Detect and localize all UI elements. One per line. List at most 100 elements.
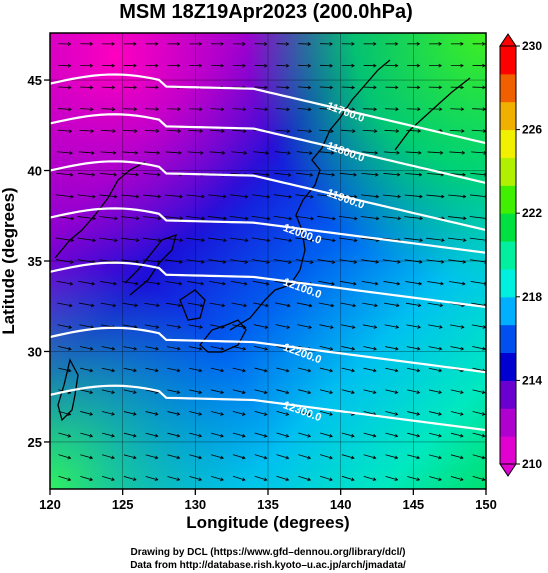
- wind-vector-head: [463, 216, 467, 221]
- wind-vector-head: [461, 281, 466, 286]
- wind-vector: [296, 172, 313, 176]
- wind-vector: [319, 389, 333, 394]
- wind-vector-head: [375, 194, 380, 199]
- wind-vector-head: [133, 41, 137, 46]
- wind-vector: [58, 86, 71, 89]
- wind-vector-head: [201, 194, 205, 199]
- wind-vector-head: [90, 107, 94, 112]
- wind-vector-head: [220, 433, 224, 438]
- wind-vector: [143, 259, 161, 263]
- wind-vector: [407, 454, 420, 459]
- wind-vector: [339, 194, 357, 198]
- wind-vector: [229, 215, 248, 220]
- wind-vector: [230, 280, 247, 285]
- wind-vector: [143, 173, 160, 176]
- wind-vector-head: [264, 63, 268, 68]
- wind-vector-head: [264, 107, 269, 112]
- wind-vector-head: [416, 368, 421, 373]
- colorbar-segment: [500, 213, 516, 242]
- wind-vector: [102, 476, 115, 481]
- colorbar-segment: [500, 241, 516, 270]
- wind-vector-head: [459, 412, 464, 416]
- wind-vector: [472, 476, 485, 481]
- wind-vector: [382, 194, 401, 198]
- wind-vector: [55, 194, 74, 198]
- wind-vector: [189, 454, 202, 459]
- wind-vector-head: [179, 194, 184, 199]
- wind-vector-head: [243, 151, 248, 155]
- wind-vector: [427, 151, 443, 154]
- colorbar-segment: [500, 185, 516, 214]
- wind-vector: [298, 410, 311, 416]
- wind-vector-head: [176, 390, 181, 394]
- wind-vector-head: [263, 368, 268, 373]
- wind-vector-head: [329, 433, 333, 438]
- wind-vector: [362, 151, 378, 154]
- wind-vector-head: [395, 129, 400, 133]
- wind-vector-head: [220, 346, 225, 351]
- wind-vector-head: [351, 85, 356, 90]
- wind-vector-head: [372, 477, 377, 482]
- wind-vector: [427, 302, 443, 307]
- wind-vector-head: [353, 238, 358, 243]
- wind-vector-head: [67, 455, 72, 460]
- wind-vector: [384, 108, 399, 110]
- wind-vector-head: [329, 390, 333, 395]
- colorbar-min-arrow: [499, 463, 517, 477]
- wind-vector-head: [157, 172, 161, 177]
- wind-vector: [187, 281, 204, 285]
- wind-vector-head: [351, 42, 355, 46]
- wind-vector: [298, 86, 311, 89]
- wind-vector: [167, 389, 180, 394]
- wind-vector: [274, 172, 291, 176]
- wind-vector-head: [241, 455, 246, 460]
- wind-vector-head: [439, 150, 444, 155]
- wind-vector: [101, 346, 115, 350]
- colorbar-segment: [500, 408, 516, 437]
- wind-vector-head: [223, 238, 227, 243]
- wind-vector-head: [372, 433, 377, 438]
- y-tick-label-25: 25: [28, 435, 42, 450]
- wind-vector-head: [176, 368, 181, 373]
- wind-vector-head: [199, 303, 204, 308]
- wind-vector: [121, 194, 139, 198]
- wind-vector-head: [438, 63, 443, 68]
- wind-vector-head: [373, 129, 378, 133]
- wind-vector-head: [440, 194, 445, 199]
- wind-vector-head: [156, 150, 161, 155]
- wind-vector: [100, 281, 117, 285]
- wind-vector: [164, 237, 183, 241]
- wind-vector: [166, 129, 181, 132]
- wind-vector-head: [373, 41, 377, 46]
- wind-vector-head: [310, 216, 315, 221]
- wind-vector-head: [198, 390, 203, 395]
- wind-vector-head: [265, 281, 270, 286]
- wind-vector: [80, 389, 93, 394]
- wind-vector-head: [351, 390, 355, 395]
- wind-vector: [254, 410, 267, 416]
- wind-vector-head: [307, 42, 312, 46]
- wind-vector-head: [111, 433, 115, 438]
- wind-vector-head: [198, 346, 203, 351]
- wind-vector: [210, 108, 224, 110]
- wind-vector-head: [375, 260, 380, 264]
- wind-vector: [450, 432, 464, 437]
- wind-vector: [230, 259, 248, 263]
- wind-vector-head: [244, 260, 249, 264]
- wind-vector: [208, 237, 227, 241]
- wind-vector-head: [396, 172, 401, 177]
- wind-vector: [340, 129, 355, 132]
- wind-vector: [253, 151, 269, 154]
- wind-vector-head: [372, 368, 377, 373]
- wind-vector-head: [200, 281, 205, 286]
- wind-vector-head: [329, 42, 333, 46]
- wind-vector: [210, 389, 224, 394]
- wind-vector-head: [350, 433, 355, 438]
- wind-vector: [274, 280, 291, 285]
- wind-vector-head: [438, 455, 442, 460]
- wind-vector: [252, 172, 269, 176]
- wind-vector-head: [329, 412, 333, 416]
- wind-vector: [407, 476, 420, 481]
- wind-vector-head: [483, 150, 486, 155]
- wind-vector-head: [373, 325, 378, 329]
